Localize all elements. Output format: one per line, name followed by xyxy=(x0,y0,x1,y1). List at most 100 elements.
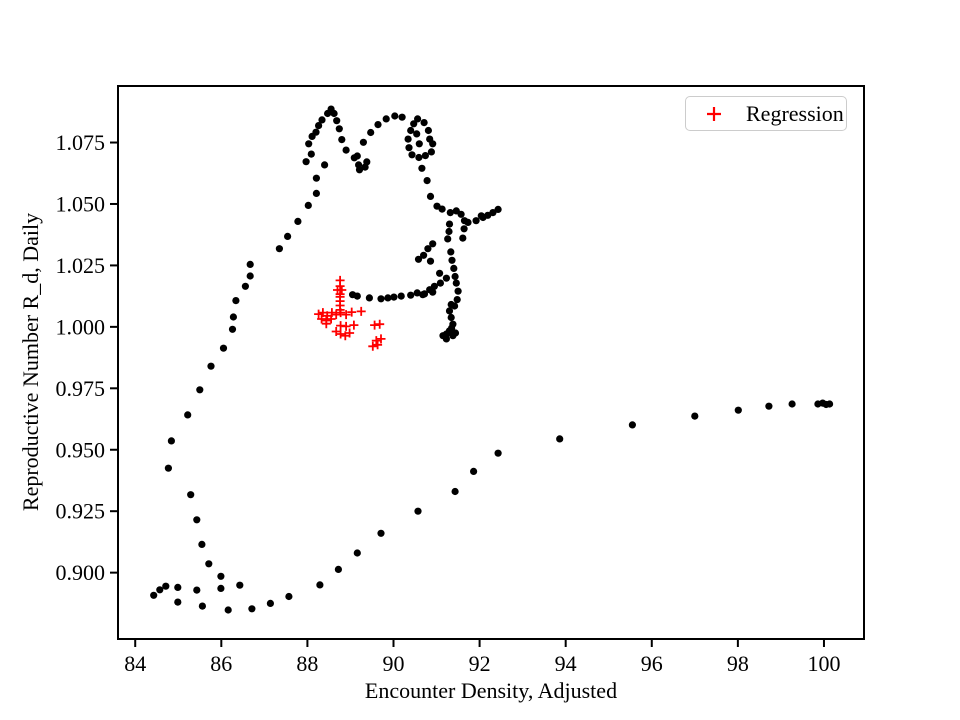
data-point xyxy=(438,205,446,213)
y-tick-label: 1.025 xyxy=(56,253,106,278)
data-point xyxy=(413,289,421,297)
regression-marker xyxy=(317,314,327,324)
data-point xyxy=(448,324,456,332)
data-point xyxy=(241,282,249,290)
data-point xyxy=(382,115,390,123)
data-point xyxy=(315,122,323,130)
data-point xyxy=(426,192,435,200)
data-point xyxy=(447,248,455,256)
y-tick-label: 1.000 xyxy=(56,314,106,339)
y-axis-label: Reproductive Number R_d, Daily xyxy=(18,213,43,511)
data-point xyxy=(407,291,415,299)
data-point xyxy=(330,109,338,118)
regression-marker xyxy=(347,307,357,317)
data-point xyxy=(448,256,456,264)
data-point xyxy=(217,584,225,593)
data-point xyxy=(205,560,213,568)
data-point xyxy=(174,583,182,592)
data-point xyxy=(398,113,406,121)
data-point xyxy=(229,313,237,321)
x-tick-label: 86 xyxy=(210,651,232,676)
data-point xyxy=(275,245,283,253)
regression-marker xyxy=(336,329,346,339)
data-point xyxy=(479,213,487,222)
data-point xyxy=(365,294,373,302)
data-point xyxy=(442,274,450,282)
data-point xyxy=(429,240,437,248)
data-point xyxy=(453,296,461,304)
data-point xyxy=(426,257,435,265)
data-point xyxy=(390,293,398,301)
data-point xyxy=(312,128,320,136)
data-point xyxy=(420,119,428,127)
data-point xyxy=(284,232,292,240)
data-point xyxy=(414,255,423,263)
data-point xyxy=(198,540,206,549)
data-point xyxy=(162,582,170,590)
data-point xyxy=(814,400,822,408)
data-point xyxy=(349,291,357,299)
data-point xyxy=(232,297,240,305)
data-point xyxy=(285,592,293,601)
data-point xyxy=(459,234,467,242)
data-point xyxy=(407,126,415,135)
data-point xyxy=(410,120,418,128)
data-point xyxy=(691,412,699,420)
data-point xyxy=(294,217,302,225)
data-point xyxy=(444,235,452,243)
data-point xyxy=(415,140,423,148)
data-point xyxy=(788,400,796,408)
data-point xyxy=(460,225,468,233)
data-point xyxy=(457,210,465,218)
data-point xyxy=(494,449,502,457)
data-point xyxy=(224,606,232,614)
data-point xyxy=(404,135,412,143)
data-point xyxy=(193,586,201,594)
data-point xyxy=(470,467,478,475)
data-point xyxy=(217,572,225,580)
data-point xyxy=(451,487,459,496)
data-point xyxy=(408,151,416,159)
data-point xyxy=(454,287,462,295)
legend-label: Regression xyxy=(746,100,844,126)
x-tick-label: 92 xyxy=(469,651,491,676)
regression-marker xyxy=(356,306,366,316)
data-point xyxy=(266,599,274,608)
data-point xyxy=(164,464,172,472)
data-point xyxy=(447,313,455,322)
regression-marker xyxy=(321,319,331,329)
data-point xyxy=(436,269,444,277)
data-point xyxy=(472,217,480,225)
data-point xyxy=(334,565,342,574)
data-point xyxy=(464,218,472,226)
data-point xyxy=(414,507,422,515)
data-point xyxy=(423,177,431,185)
x-axis-label: Encounter Density, Adjusted xyxy=(365,678,617,703)
data-point xyxy=(405,144,413,152)
data-point xyxy=(338,136,346,144)
x-tick-label: 88 xyxy=(296,651,318,676)
data-point xyxy=(304,201,312,209)
data-point xyxy=(198,602,206,610)
data-point xyxy=(413,130,421,138)
y-tick-label: 1.050 xyxy=(56,191,106,216)
data-point xyxy=(446,209,454,217)
data-point xyxy=(450,264,458,272)
data-point xyxy=(420,251,428,259)
x-tick-label: 96 xyxy=(641,651,663,676)
regression-marker xyxy=(368,341,378,351)
x-tick-label: 100 xyxy=(807,651,840,676)
regression-marker xyxy=(373,340,383,350)
legend: Regression xyxy=(685,96,847,131)
regression-marker xyxy=(375,319,385,329)
regression-marker xyxy=(376,334,386,344)
data-point xyxy=(174,598,182,606)
data-point xyxy=(734,406,742,414)
data-point xyxy=(187,491,195,499)
data-point xyxy=(302,158,310,166)
data-point xyxy=(384,294,392,302)
regression-marker xyxy=(331,310,341,320)
data-point xyxy=(424,245,432,253)
